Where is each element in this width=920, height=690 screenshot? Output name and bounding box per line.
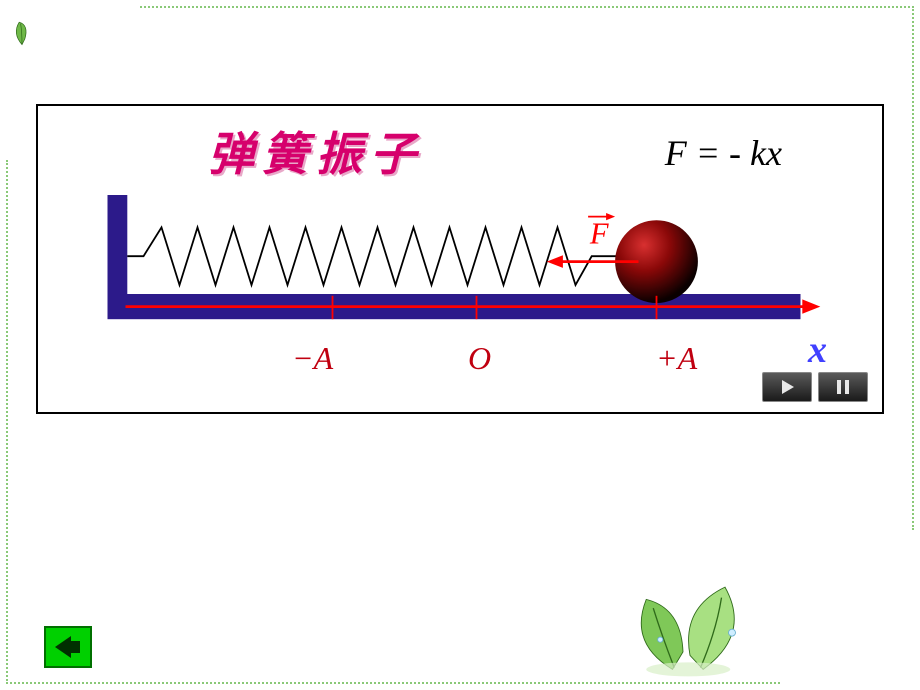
label-plus-a: +A [656,340,697,377]
pause-button[interactable] [818,372,868,402]
x-axis-arrowhead [802,299,820,313]
leaves-decoration [620,580,760,680]
border-bottom [6,682,780,684]
border-top [140,6,914,8]
force-vector-overmark-arrow [606,213,615,220]
spring [127,227,617,285]
hookes-law-formula: F = - kx [665,132,782,174]
diagram-panel: 弹簧振子 F = - kx F −A O [36,104,884,414]
wall [108,195,128,303]
force-label: F [589,217,609,251]
label-minus-a: −A [292,340,333,377]
panel-title: 弹簧振子 [208,118,424,184]
border-left [6,160,8,684]
label-origin: O [468,340,491,377]
back-icon [53,634,83,660]
back-button[interactable] [44,626,92,668]
border-right [912,6,914,530]
media-controls [762,372,868,402]
x-axis-label: x [808,328,827,372]
play-button[interactable] [762,372,812,402]
leaf-icon [8,18,36,46]
spring-oscillator-diagram: F [58,186,868,366]
